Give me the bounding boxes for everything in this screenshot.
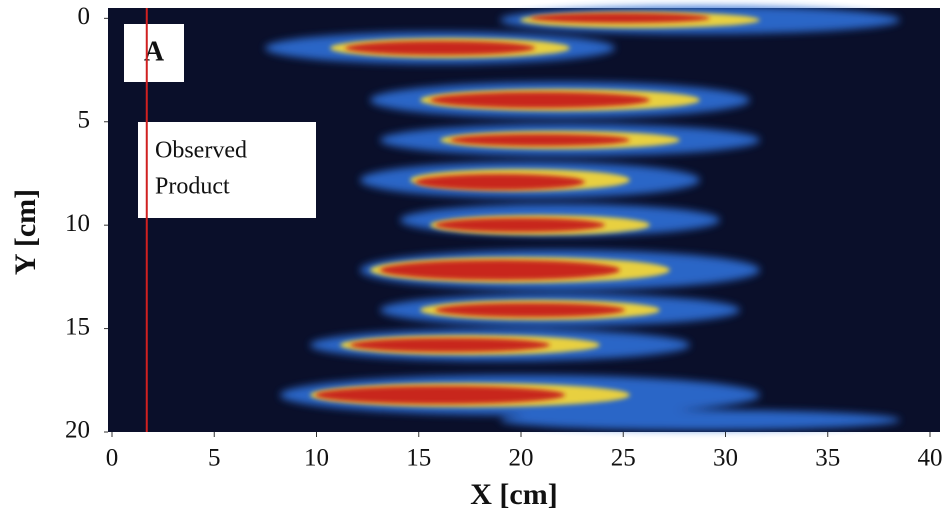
x-tick-label: 10	[304, 445, 329, 472]
y-tick-label: 10	[65, 210, 90, 237]
y-tick-label: 5	[78, 106, 91, 133]
chart: A Observed Product X [cm] Y [cm] 0510152…	[0, 0, 952, 522]
y-tick-label: 0	[78, 3, 91, 30]
y-tick-label: 15	[65, 313, 90, 340]
x-tick-label: 5	[208, 445, 221, 472]
y-axis-title: Y [cm]	[9, 189, 42, 275]
annotation: Observed	[155, 138, 247, 164]
x-tick-label: 30	[713, 445, 738, 472]
x-tick-label: 20	[509, 445, 534, 472]
annotation-box	[138, 122, 316, 218]
x-tick-label: 25	[611, 445, 636, 472]
x-axis-title: X [cm]	[470, 478, 557, 511]
x-tick-label: 0	[106, 445, 119, 472]
x-tick-label: 15	[406, 445, 431, 472]
x-tick-label: 40	[918, 445, 943, 472]
annotation: Product	[155, 174, 230, 200]
y-tick-label: 20	[65, 417, 90, 444]
x-tick-label: 35	[815, 445, 840, 472]
